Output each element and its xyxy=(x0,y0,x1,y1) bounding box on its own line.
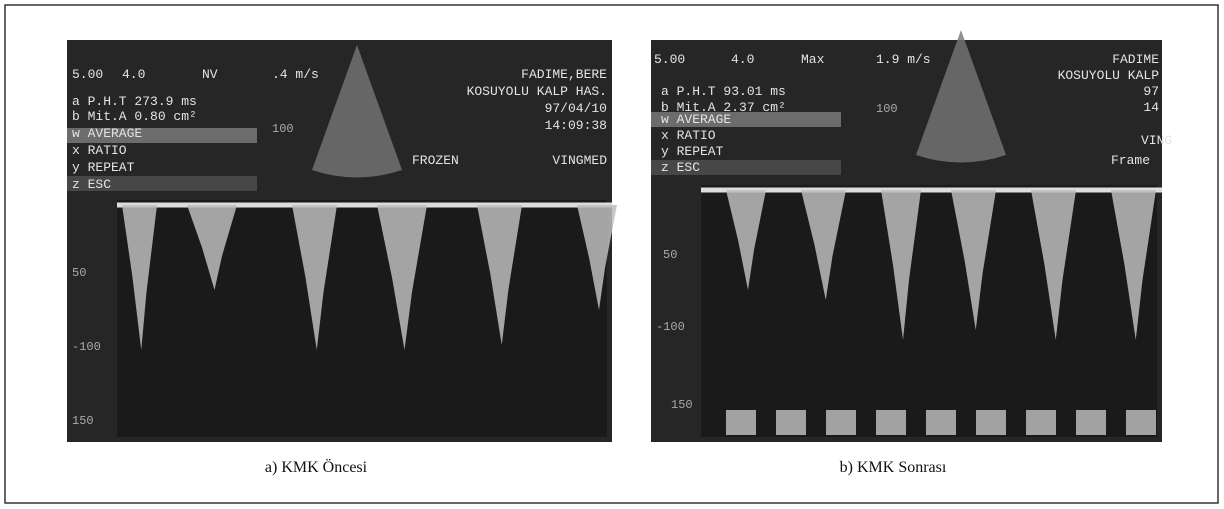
caption: b) KMK Sonrası xyxy=(840,459,947,476)
scale-label: 150 xyxy=(72,414,94,428)
scale-label: 50 xyxy=(72,266,86,280)
echo xyxy=(1026,410,1056,435)
screen-text: b Mit.A 0.80 cm² xyxy=(72,109,197,124)
screen-text: x RATIO xyxy=(72,143,127,158)
screen-text: 5.00 xyxy=(654,52,685,67)
screen-text: Max xyxy=(801,52,825,67)
screen-text: w AVERAGE xyxy=(72,126,142,141)
echo xyxy=(726,410,756,435)
scale-label: 50 xyxy=(663,248,677,262)
screen-text: FADIME xyxy=(1112,52,1159,67)
scale-label: 150 xyxy=(671,398,693,412)
spectrum-bg xyxy=(117,200,607,437)
screen-text: VINGMED xyxy=(552,153,607,168)
screen-text: KOSUYOLU KALP xyxy=(1058,68,1160,83)
echo xyxy=(926,410,956,435)
screen-text: a P.H.T 273.9 ms xyxy=(72,94,197,109)
screen-text: 4.0 xyxy=(122,67,145,82)
screen-text: VING xyxy=(1141,133,1172,148)
screen-text: 5.00 xyxy=(72,67,103,82)
screen-text: 4.0 xyxy=(731,52,754,67)
screen-text: a P.H.T 93.01 ms xyxy=(661,84,786,99)
screen-text: z ESC xyxy=(661,160,700,175)
screen-text: 14 xyxy=(1143,100,1159,115)
page: {"panels": [ {"caption": "a) KMK Öncesi"… xyxy=(0,0,1224,509)
screen-text: FADIME,BERE xyxy=(521,67,607,82)
screen-text: x RATIO xyxy=(661,128,716,143)
echo xyxy=(826,410,856,435)
screen-text: 1.9 m/s xyxy=(876,52,931,67)
echo xyxy=(1126,410,1156,435)
caption: a) KMK Öncesi xyxy=(265,458,368,476)
scale-label: 100 xyxy=(876,102,898,116)
screen-text: w AVERAGE xyxy=(661,112,731,127)
echo xyxy=(976,410,1006,435)
screen-text: y REPEAT xyxy=(72,160,135,175)
screen-text: Frame xyxy=(1111,153,1150,168)
screen-text: 14:09:38 xyxy=(545,118,607,133)
screen-text: 97/04/10 xyxy=(545,101,607,116)
spectrum-bg xyxy=(701,185,1157,437)
screen-text: 97 xyxy=(1143,84,1159,99)
echo xyxy=(1076,410,1106,435)
scale-label: 100 xyxy=(272,122,294,136)
screen-text: FROZEN xyxy=(412,153,459,168)
echo xyxy=(776,410,806,435)
screen-text: y REPEAT xyxy=(661,144,724,159)
scale-label: -100 xyxy=(72,340,101,354)
scale-label: -100 xyxy=(656,320,685,334)
screen-text: .4 m/s xyxy=(272,67,319,82)
screen-text: z ESC xyxy=(72,177,111,192)
doppler-image: 5.00 4.0 NV .4 m/s FADIME,BERE KOSUYOLU KALP … xyxy=(67,40,617,442)
figure: 5.00 4.0 NV .4 m/s FADIME,BERE KOSUYOLU KALP … xyxy=(0,0,1224,509)
screen-text: KOSUYOLU KALP HAS. xyxy=(467,84,607,99)
screen-text: NV xyxy=(202,67,218,82)
echo xyxy=(876,410,906,435)
